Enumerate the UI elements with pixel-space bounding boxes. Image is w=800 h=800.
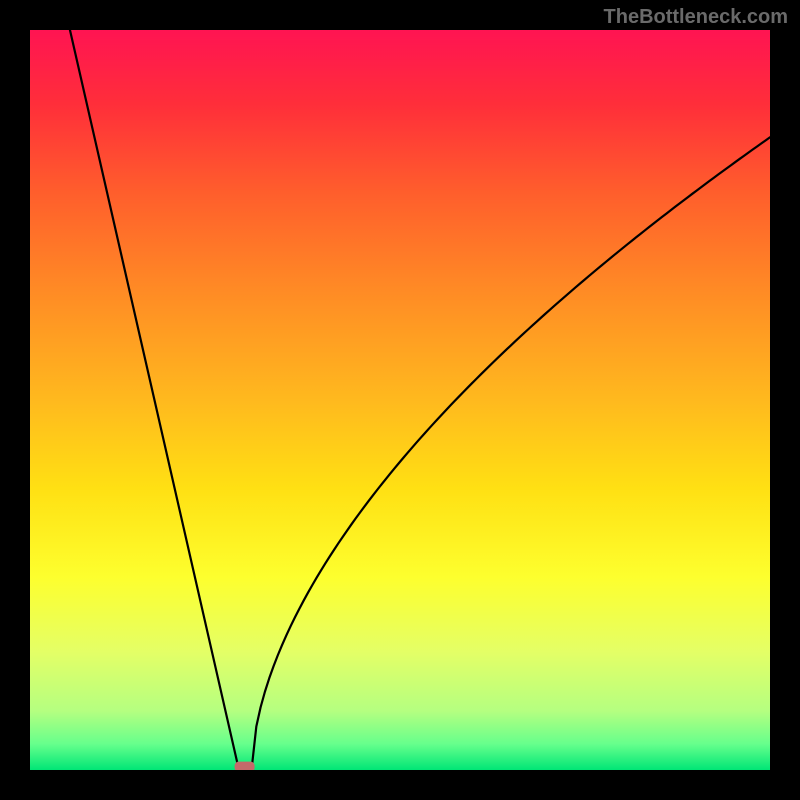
gradient-background (30, 30, 770, 770)
optimal-point-marker (235, 762, 255, 770)
plot-area (30, 30, 770, 770)
chart-container: TheBottleneck.com (0, 0, 800, 800)
watermark-text: TheBottleneck.com (604, 6, 788, 29)
plot-svg (30, 30, 770, 770)
